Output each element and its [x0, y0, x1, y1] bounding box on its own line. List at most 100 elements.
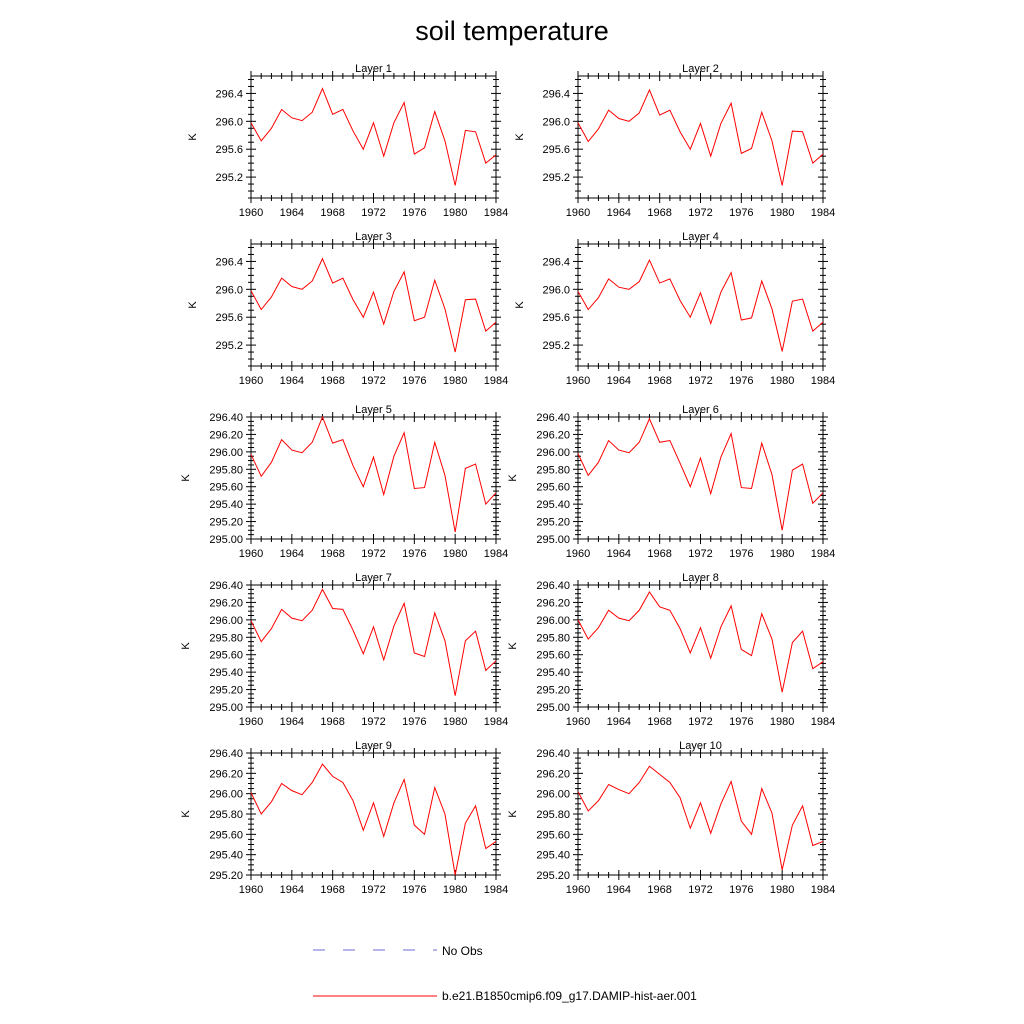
y-tick-label: 295.00: [536, 534, 570, 546]
y-tick-label: 295.80: [209, 464, 243, 476]
y-tick-label: 295.60: [209, 829, 243, 841]
x-tick-label: 1976: [729, 716, 753, 728]
x-tick-label: 1980: [770, 548, 794, 560]
panel-layer-10: Layer 10 1960 1964 1968 1972 1976 1980 1984 295.…: [507, 740, 835, 896]
panel-title: Layer 7: [355, 572, 392, 584]
y-tick-label: 296.0: [215, 116, 243, 128]
x-tick-label: 1976: [729, 207, 753, 219]
panel-title: Layer 1: [355, 63, 392, 75]
plot-frame: [577, 584, 824, 708]
x-tick-label: 1976: [729, 548, 753, 560]
series-line: [250, 763, 497, 876]
x-tick-label: 1968: [647, 716, 671, 728]
x-tick-label: 1968: [320, 884, 344, 896]
y-tick-label: 295.80: [536, 464, 570, 476]
x-tick-label: 1960: [566, 548, 590, 560]
x-tick-label: 1984: [484, 375, 508, 387]
y-tick-label: 296.00: [536, 615, 570, 627]
series-line: [577, 591, 824, 693]
x-tick-label: 1972: [688, 375, 712, 387]
y-tick-label: 296.00: [209, 447, 243, 459]
plot-frame: [577, 416, 824, 540]
x-tick-label: 1976: [729, 375, 753, 387]
series-line: [577, 258, 824, 352]
x-tick-label: 1968: [320, 375, 344, 387]
x-tick-label: 1980: [770, 716, 794, 728]
x-tick-label: 1960: [566, 207, 590, 219]
x-tick-label: 1972: [361, 884, 385, 896]
x-tick-label: 1980: [443, 548, 467, 560]
x-tick-label: 1968: [320, 716, 344, 728]
series-line: [577, 765, 824, 871]
x-tick-label: 1960: [566, 884, 590, 896]
y-tick-label: 295.2: [542, 172, 570, 184]
x-tick-label: 1972: [361, 716, 385, 728]
y-tick-label: 295.20: [209, 517, 243, 529]
x-tick-label: 1980: [443, 716, 467, 728]
y-tick-label: 295.6: [215, 312, 243, 324]
y-tick-label: 296.4: [215, 88, 243, 100]
y-tick-label: 296.20: [536, 429, 570, 441]
x-tick-label: 1964: [607, 548, 631, 560]
y-tick-label: 295.60: [209, 650, 243, 662]
y-tick-label: 296.20: [536, 768, 570, 780]
x-tick-label: 1972: [361, 548, 385, 560]
panel-layer-1: Layer 1 1960 1964 1968 1972 1976 1980 1984 295.2…: [187, 63, 508, 219]
y-tick-label: 295.80: [536, 809, 570, 821]
legend-label-model: b.e21.B1850cmip6.f09_g17.DAMIP-hist-aer.…: [442, 989, 697, 1003]
y-tick-label: 295.6: [542, 312, 570, 324]
y-axis-label: K: [180, 642, 192, 650]
panel-layer-3: Layer 3 1960 1964 1968 1972 1976 1980 1984 295.2…: [187, 231, 508, 387]
plot-frame: [250, 75, 497, 199]
panel-title: Layer 2: [682, 63, 719, 75]
y-tick-label: 296.20: [209, 429, 243, 441]
y-tick-label: 295.20: [536, 685, 570, 697]
y-tick-label: 295.6: [542, 144, 570, 156]
y-tick-label: 295.40: [209, 850, 243, 862]
x-tick-label: 1964: [607, 207, 631, 219]
x-tick-label: 1980: [770, 884, 794, 896]
y-tick-label: 295.2: [215, 172, 243, 184]
y-axis-label: K: [187, 301, 199, 309]
x-tick-label: 1984: [811, 548, 835, 560]
panel-title: Layer 5: [355, 404, 392, 416]
y-tick-label: 296.4: [215, 256, 243, 268]
y-axis-label: K: [180, 810, 192, 818]
y-tick-label: 296.0: [542, 116, 570, 128]
x-tick-label: 1980: [443, 884, 467, 896]
x-tick-label: 1968: [647, 207, 671, 219]
x-tick-label: 1960: [239, 716, 263, 728]
x-tick-label: 1964: [607, 716, 631, 728]
panel-title: Layer 3: [355, 231, 392, 243]
x-tick-label: 1968: [320, 207, 344, 219]
legend: No Obs b.e21.B1850cmip6.f09_g17.DAMIP-hi…: [313, 944, 697, 1003]
panel-title: Layer 10: [679, 740, 722, 752]
x-tick-label: 1984: [811, 375, 835, 387]
y-tick-label: 296.40: [536, 580, 570, 592]
x-tick-label: 1960: [239, 207, 263, 219]
y-tick-label: 295.60: [536, 482, 570, 494]
x-tick-label: 1964: [607, 375, 631, 387]
series-line: [250, 415, 497, 533]
y-tick-label: 296.00: [209, 789, 243, 801]
x-tick-label: 1964: [280, 884, 304, 896]
y-tick-label: 295.20: [536, 517, 570, 529]
panel-layer-4: Layer 4 1960 1964 1968 1972 1976 1980 1984 295.2…: [514, 231, 835, 387]
x-tick-label: 1968: [647, 884, 671, 896]
x-tick-label: 1972: [688, 548, 712, 560]
y-tick-label: 295.40: [536, 667, 570, 679]
x-tick-label: 1984: [811, 884, 835, 896]
x-tick-label: 1984: [484, 207, 508, 219]
x-tick-label: 1968: [647, 548, 671, 560]
x-tick-label: 1964: [280, 375, 304, 387]
y-tick-label: 296.4: [542, 256, 570, 268]
plot-frame: [577, 752, 824, 876]
x-tick-label: 1984: [811, 716, 835, 728]
plot-frame: [577, 243, 824, 367]
panel-layer-6: Layer 6 1960 1964 1968 1972 1976 1980 1984 295.0…: [507, 404, 835, 560]
x-tick-label: 1972: [688, 716, 712, 728]
y-tick-label: 296.40: [209, 412, 243, 424]
panel-layer-5: Layer 5 1960 1964 1968 1972 1976 1980 1984 295.0…: [180, 404, 508, 560]
figure-title: soil temperature: [415, 16, 609, 46]
